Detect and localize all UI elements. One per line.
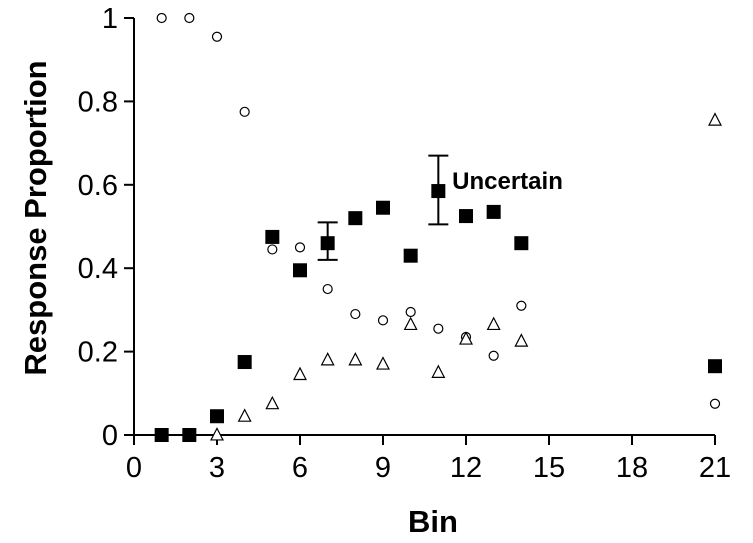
y-tick-label: 1 — [102, 3, 118, 35]
circle-point — [516, 300, 527, 311]
annotations: Uncertain — [452, 168, 563, 195]
y-ticks: 0 0.2 0.4 0.6 0.8 1 — [78, 3, 134, 452]
x-tick-label: 12 — [450, 452, 482, 484]
square-point — [459, 209, 473, 224]
square-point — [514, 236, 529, 251]
y-tick-label: 0.4 — [78, 253, 118, 285]
triangle-point — [514, 333, 529, 347]
x-tick-label: 6 — [292, 452, 308, 484]
y-axis: 0 0.2 0.4 0.6 0.8 1 — [78, 3, 135, 452]
y-tick-label: 0.8 — [78, 86, 118, 118]
triangle-point — [237, 408, 252, 422]
triangle-point — [486, 316, 501, 331]
square-point — [265, 229, 280, 244]
y-tick-label: 0 — [102, 420, 118, 452]
circle-point — [405, 306, 416, 318]
circle-point — [322, 283, 333, 295]
square-point — [376, 200, 390, 215]
circle-point — [433, 323, 444, 334]
y-tick-label: 0.6 — [78, 170, 118, 202]
filled-square-series — [154, 184, 722, 442]
triangle-point — [431, 364, 446, 378]
x-axis-title: Bin — [408, 504, 458, 539]
x-tick-label: 9 — [375, 452, 391, 484]
triangle-point — [708, 112, 722, 126]
circle-point — [488, 350, 499, 361]
square-point — [293, 263, 307, 278]
square-point — [237, 355, 252, 370]
circle-point — [156, 12, 167, 24]
triangle-point — [376, 356, 390, 370]
x-tick-label: 15 — [533, 452, 565, 484]
square-point — [320, 236, 335, 251]
square-point — [154, 428, 169, 442]
circle-point — [184, 12, 195, 24]
open-circle-series — [156, 12, 721, 409]
square-point — [431, 184, 446, 199]
square-point — [403, 248, 418, 263]
triangle-point — [459, 331, 473, 345]
circle-point — [294, 242, 306, 253]
annotation-label: Uncertain — [452, 168, 563, 195]
x-axis: 0 3 6 9 12 15 18 21 — [126, 434, 731, 484]
triangle-point — [293, 366, 307, 381]
circle-point — [239, 106, 250, 117]
x-ticks: 0 3 6 9 12 15 18 21 — [126, 435, 731, 484]
circle-point — [211, 31, 223, 42]
x-tick-label: 3 — [209, 452, 225, 484]
plot-area — [154, 12, 722, 442]
circle-point — [350, 308, 361, 320]
x-tick-label: 21 — [699, 452, 731, 484]
square-point — [348, 211, 363, 226]
triangle-point — [403, 316, 418, 331]
square-point — [708, 359, 722, 374]
x-tick-label: 18 — [616, 452, 648, 484]
circle-point — [709, 398, 721, 409]
circle-point — [267, 244, 278, 255]
triangle-point — [265, 395, 280, 410]
open-triangle-series — [210, 112, 722, 441]
square-point — [182, 428, 197, 442]
triangle-point — [320, 352, 335, 366]
y-axis-title: Response Proportion — [18, 60, 53, 375]
triangle-point — [348, 352, 363, 366]
x-tick-label: 0 — [126, 452, 142, 484]
triangle-point — [210, 427, 224, 441]
circle-point — [377, 315, 389, 326]
square-point — [486, 204, 501, 219]
y-tick-label: 0.2 — [78, 337, 118, 369]
square-point — [210, 409, 224, 424]
